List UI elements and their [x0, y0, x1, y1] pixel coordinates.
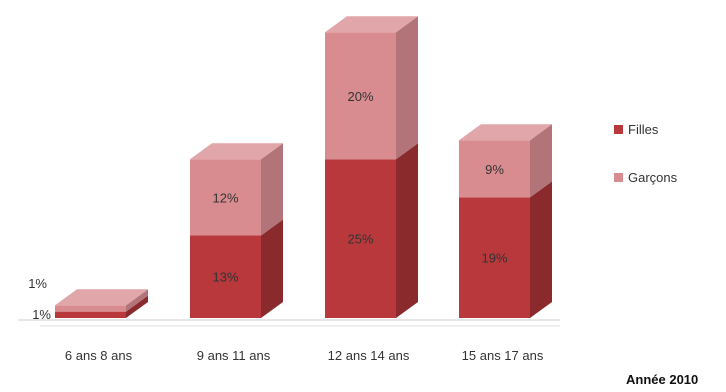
legend-item-filles: Filles: [614, 120, 677, 138]
bar-top-face: [459, 124, 552, 141]
x-tick-label: 15 ans 17 ans: [462, 348, 544, 363]
bar-top-face: [325, 16, 418, 33]
legend-swatch-filles: [614, 124, 623, 134]
bar-filles-side: [530, 181, 552, 318]
bar-filles-front: [55, 311, 126, 318]
data-label: 1%: [32, 307, 51, 322]
bar-garcons-front: [325, 32, 396, 160]
data-label: 13%: [212, 270, 238, 285]
legend-label-filles: Filles: [628, 121, 659, 137]
bar-garcons-front: [55, 305, 126, 312]
data-label: 9%: [485, 162, 504, 177]
legend-swatch-garcons: [614, 172, 623, 182]
bar-filles-side: [261, 219, 283, 318]
x-tick-label: 12 ans 14 ans: [328, 348, 410, 363]
bar-top-face: [190, 143, 283, 160]
bar-garcons-side: [261, 143, 283, 236]
bar-top-face: [55, 289, 148, 306]
legend-item-garcons: Garçons: [614, 168, 677, 186]
bar-filles-front: [459, 197, 530, 318]
bar-garcons-front: [459, 140, 530, 198]
legend: Filles Garçons: [614, 120, 677, 216]
data-label: 12%: [212, 190, 238, 205]
data-label: 25%: [347, 232, 373, 247]
data-label: 20%: [347, 89, 373, 104]
bar-garcons-side: [396, 16, 418, 160]
bar-filles-side: [396, 143, 418, 318]
bar-garcons-side: [126, 289, 148, 312]
bar-garcons-front: [190, 159, 261, 236]
x-tick-label: 6 ans 8 ans: [65, 348, 133, 363]
chart-caption: Année 2010: [626, 372, 699, 387]
bar-filles-front: [190, 235, 261, 318]
bar-filles-front: [325, 159, 396, 318]
x-tick-label: 9 ans 11 ans: [197, 348, 271, 363]
bar-filles-side: [126, 295, 148, 318]
bar-garcons-side: [530, 124, 552, 198]
legend-label-garcons: Garçons: [628, 169, 678, 185]
data-label: 1%: [28, 276, 47, 291]
data-label: 19%: [481, 251, 507, 266]
